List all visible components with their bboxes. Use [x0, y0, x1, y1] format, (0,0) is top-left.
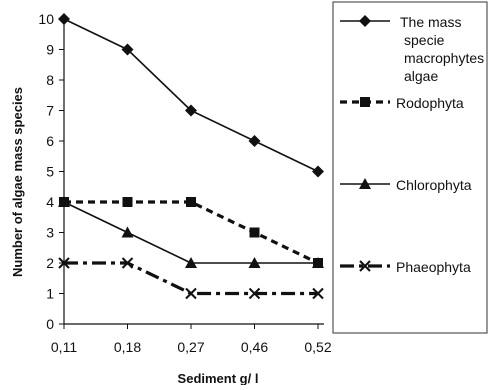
x-tick-label: 0,11 — [51, 339, 77, 355]
legend-label: Rodophyta — [396, 95, 464, 111]
y-tick-label: 9 — [46, 42, 54, 58]
legend-label-line: algae — [404, 68, 438, 84]
x-axis-title: Sediment g/ l — [178, 371, 259, 385]
triangle-marker — [185, 257, 197, 268]
x-marker — [121, 257, 134, 269]
y-tick-label: 6 — [46, 133, 54, 149]
y-tick-label: 8 — [46, 72, 54, 88]
triangle-marker — [312, 257, 324, 268]
y-tick-label: 5 — [46, 164, 54, 180]
legend-box — [332, 1, 488, 334]
diamond-marker — [248, 135, 261, 147]
legend-item: The mass specie macrophytes algae — [340, 14, 484, 84]
legend-label-line: Phaeophyta — [396, 259, 471, 275]
triangle-marker — [359, 178, 371, 189]
y-tick-label: 10 — [38, 11, 54, 27]
y-tick-label: 4 — [46, 194, 54, 210]
legend-label-line: specie — [404, 32, 445, 48]
x-marker-stroke — [58, 257, 70, 269]
series-triangle — [58, 196, 324, 268]
x-marker — [248, 287, 261, 300]
series-line — [63, 18, 319, 173]
y-tick-label: 0 — [46, 316, 54, 332]
series-x — [58, 257, 324, 300]
y-tick-label: 1 — [46, 286, 54, 302]
diamond-marker — [121, 43, 134, 56]
diamond-marker — [312, 165, 324, 178]
legend-label: The mass specie macrophytes algae — [400, 14, 484, 84]
square-marker — [360, 97, 370, 107]
series-diamond — [58, 13, 324, 178]
legend-item: Chlorophyta — [340, 177, 472, 193]
y-tick-label: 2 — [46, 255, 54, 271]
x-tick-label: 0,52 — [304, 339, 331, 355]
diamond-marker — [359, 15, 371, 27]
legend-label: Phaeophyta — [396, 259, 471, 275]
square-marker — [249, 227, 260, 238]
x-tick-label: 0,46 — [241, 339, 268, 355]
y-tick-label: 3 — [46, 225, 54, 241]
series-line — [63, 201, 318, 264]
x-marker-stroke — [359, 260, 371, 272]
square-marker — [122, 197, 133, 207]
diamond-marker — [185, 104, 197, 117]
triangle-marker — [121, 226, 134, 238]
x-tick-label: 0,27 — [177, 339, 204, 355]
legend-label-line: The mass — [400, 14, 461, 30]
legend-label-line: Chlorophyta — [396, 177, 472, 193]
x-tick-label: 0,18 — [114, 339, 141, 355]
x-marker — [359, 260, 371, 272]
square-marker — [186, 197, 196, 207]
x-marker-stroke — [185, 287, 197, 300]
x-marker — [58, 257, 70, 269]
legend: The mass specie macrophytes algae Rodophyta C… — [332, 1, 488, 334]
y-tick-label: 7 — [46, 103, 54, 119]
legend-label: Chlorophyta — [396, 177, 472, 193]
legend-item: Rodophyta — [340, 95, 464, 111]
triangle-marker — [248, 257, 261, 268]
legend-label-line: macrophytes — [404, 50, 484, 66]
diamond-marker — [58, 13, 70, 25]
x-marker-stroke — [121, 257, 134, 269]
series-line — [64, 200, 319, 265]
x-marker — [312, 287, 324, 300]
axes: 0 1 2 3 4 5 6 7 8 9 10 0,11 0,18 0,27 0,46 0,52 Sediment… — [10, 11, 332, 386]
series-layer — [58, 13, 324, 300]
legend-label-line: Rodophyta — [396, 95, 464, 111]
triangle-marker — [58, 196, 70, 207]
x-marker-stroke — [312, 287, 324, 300]
x-marker-stroke — [248, 287, 261, 300]
x-marker — [185, 287, 197, 300]
y-axis-title: Number of algae mass species — [10, 87, 25, 277]
legend-item: Phaeophyta — [340, 259, 471, 275]
